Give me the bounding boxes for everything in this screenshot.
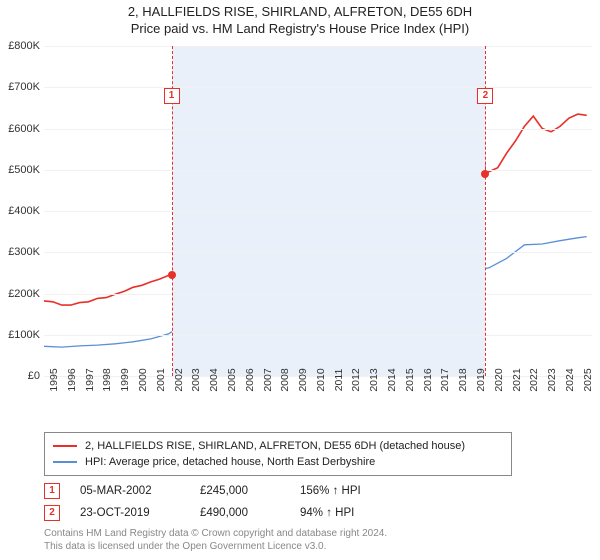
x-axis-label: 2024 — [564, 368, 576, 391]
sale-date: 23-OCT-2019 — [80, 507, 200, 519]
x-axis-label: 2014 — [386, 368, 398, 391]
sale-row: 1 05-MAR-2002£245,000156% ↑ HPI — [44, 480, 400, 502]
grid-line — [44, 211, 592, 212]
sale-pct: 156% ↑ HPI — [300, 485, 400, 497]
legend-label: 2, HALLFIELDS RISE, SHIRLAND, ALFRETON, … — [85, 440, 465, 452]
x-axis-label: 2011 — [333, 369, 345, 392]
y-axis-label: £0 — [28, 370, 40, 382]
y-axis-label: £500K — [8, 164, 40, 176]
x-axis-label: 2007 — [262, 368, 274, 391]
x-axis-label: 1996 — [66, 368, 78, 391]
x-axis-label: 2023 — [546, 368, 558, 391]
sale-marker-box: 2 — [477, 88, 493, 104]
sale-row-marker: 2 — [44, 505, 60, 521]
chart-title: 2, HALLFIELDS RISE, SHIRLAND, ALFRETON, … — [0, 0, 600, 38]
x-axis-label: 2021 — [511, 368, 523, 391]
grid-line — [44, 335, 592, 336]
y-axis-label: £600K — [8, 123, 40, 135]
legend-swatch — [53, 445, 77, 447]
legend-label: HPI: Average price, detached house, Nort… — [85, 456, 375, 468]
y-axis-label: £200K — [8, 288, 40, 300]
legend-row: HPI: Average price, detached house, Nort… — [53, 454, 503, 470]
x-axis-label: 1997 — [84, 368, 96, 391]
sale-date: 05-MAR-2002 — [80, 485, 200, 497]
sale-marker-box: 1 — [164, 88, 180, 104]
chart: £0£100K£200K£300K£400K£500K£600K£700K£80… — [44, 46, 592, 396]
sale-dot — [168, 271, 176, 279]
footer-attribution: Contains HM Land Registry data © Crown c… — [44, 528, 387, 553]
x-axis-label: 2004 — [208, 368, 220, 391]
y-axis-label: £800K — [8, 40, 40, 52]
sale-price: £490,000 — [200, 507, 300, 519]
x-axis-label: 2008 — [279, 368, 291, 391]
x-axis-label: 2003 — [190, 368, 202, 391]
title-line-2: Price paid vs. HM Land Registry's House … — [0, 21, 600, 38]
grid-line — [44, 129, 592, 130]
y-axis-label: £100K — [8, 329, 40, 341]
x-axis-label: 2018 — [457, 368, 469, 391]
grid-line — [44, 87, 592, 88]
sale-dot — [481, 170, 489, 178]
x-axis-label: 2022 — [528, 368, 540, 391]
x-axis-label: 1999 — [119, 368, 131, 391]
x-axis-label: 1995 — [48, 368, 60, 391]
grid-line — [44, 170, 592, 171]
x-axis-label: 2013 — [368, 368, 380, 391]
legend-swatch — [53, 461, 77, 463]
x-axis-label: 2006 — [244, 368, 256, 391]
x-axis-label: 2015 — [404, 368, 416, 391]
sale-price: £245,000 — [200, 485, 300, 497]
legend: 2, HALLFIELDS RISE, SHIRLAND, ALFRETON, … — [44, 432, 512, 476]
x-axis-label: 2025 — [582, 368, 594, 391]
footer-line-2: This data is licensed under the Open Gov… — [44, 541, 387, 554]
x-axis-label: 2012 — [350, 368, 362, 391]
grid-line — [44, 46, 592, 47]
sale-pct: 94% ↑ HPI — [300, 507, 400, 519]
x-axis-label: 2005 — [226, 368, 238, 391]
grid-line — [44, 252, 592, 253]
y-axis-label: £400K — [8, 205, 40, 217]
x-axis-label: 2010 — [315, 368, 327, 391]
footer-line-1: Contains HM Land Registry data © Crown c… — [44, 528, 387, 541]
grid-line — [44, 294, 592, 295]
x-axis-label: 1998 — [101, 368, 113, 391]
y-axis-label: £700K — [8, 81, 40, 93]
sales-table: 1 05-MAR-2002£245,000156% ↑ HPI 2 23-OCT-20… — [44, 480, 400, 524]
y-axis-label: £300K — [8, 246, 40, 258]
title-line-1: 2, HALLFIELDS RISE, SHIRLAND, ALFRETON, … — [0, 4, 600, 21]
x-axis-label: 2017 — [439, 368, 451, 391]
plot-region: £0£100K£200K£300K£400K£500K£600K£700K£80… — [44, 46, 592, 377]
x-axis-label: 2001 — [155, 368, 167, 391]
x-axis-label: 2009 — [297, 368, 309, 391]
x-axis-label: 2016 — [422, 368, 434, 391]
legend-row: 2, HALLFIELDS RISE, SHIRLAND, ALFRETON, … — [53, 438, 503, 454]
x-axis-label: 2020 — [493, 368, 505, 391]
x-axis-label: 2000 — [137, 368, 149, 391]
sale-row-marker: 1 — [44, 483, 60, 499]
sale-row: 2 23-OCT-2019£490,00094% ↑ HPI — [44, 502, 400, 524]
x-axis-label: 2002 — [173, 368, 185, 391]
